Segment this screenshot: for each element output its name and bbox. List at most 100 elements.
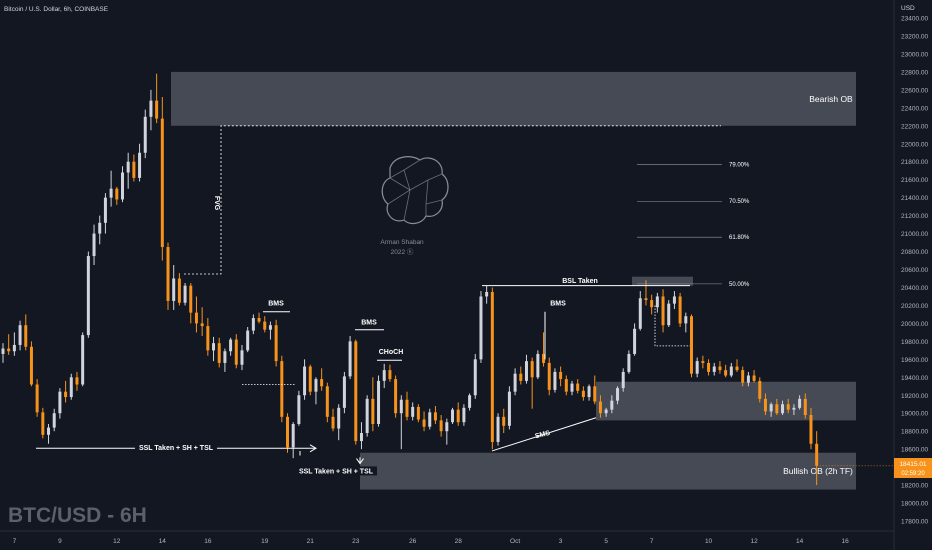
candle-body	[729, 366, 733, 376]
time-tick-label: 14	[159, 538, 167, 545]
time-tick-label: 16	[842, 538, 850, 545]
candle-body	[718, 366, 722, 371]
candle-body	[286, 416, 289, 448]
candle-body	[337, 407, 341, 429]
price-tick-label: 21000.00	[901, 231, 928, 238]
time-tick-label: Oct	[510, 538, 520, 545]
annotation-label: FVG	[213, 196, 220, 211]
candle-body	[303, 366, 307, 396]
candle-body	[206, 326, 210, 351]
candle-body	[280, 361, 284, 417]
candle-body	[553, 371, 557, 390]
candle-body	[325, 386, 329, 417]
price-tick-label: 18600.00	[901, 447, 928, 454]
annotation-label: BMS	[268, 300, 284, 307]
candle-body	[445, 422, 449, 432]
candle-body	[752, 375, 756, 381]
candle-body	[763, 398, 767, 412]
candle-body	[581, 390, 585, 398]
candle-body	[672, 296, 676, 304]
candle-body	[655, 296, 659, 308]
logo-name: Arman Shaban	[380, 239, 424, 246]
candle-body	[212, 343, 216, 351]
time-tick-label: 12	[113, 538, 121, 545]
candle-body	[297, 395, 301, 425]
candle-body	[644, 298, 648, 301]
annotation-label: SSL Taken + SH + TSL	[299, 468, 374, 475]
candle-body	[456, 409, 460, 423]
candle-body	[542, 353, 546, 363]
logo-year: 2022 ⓗ	[391, 248, 414, 256]
candle-body	[786, 404, 790, 410]
candle-body	[103, 197, 107, 223]
candle-body	[746, 375, 750, 383]
candle-body	[707, 362, 711, 372]
time-tick-label: 26	[409, 538, 417, 545]
price-marker-countdown: 02:59:20	[901, 471, 925, 477]
price-tick-label: 23000.00	[901, 51, 928, 58]
annotation-label-bg	[295, 466, 377, 476]
arrow-head-icon	[356, 458, 364, 465]
candle-body	[98, 222, 102, 234]
candle-body	[320, 379, 324, 387]
time-tick-label: 19	[261, 538, 269, 545]
drawing-lines	[36, 125, 894, 467]
candle-body	[371, 398, 375, 425]
candle-body	[593, 386, 597, 402]
candle-body	[274, 325, 278, 362]
price-tick-label: 21200.00	[901, 213, 928, 220]
candle-body	[382, 370, 386, 381]
annotations-layer: FVG BMS BMS CHoCH BSL Taken BMS SMS SSL Taken +…	[135, 196, 598, 476]
price-tick-label: 23400.00	[901, 16, 928, 23]
price-tick-label: 20600.00	[901, 267, 928, 274]
candle-body	[166, 247, 170, 301]
annotation-label: BSL Taken	[562, 278, 598, 285]
candle-body	[741, 370, 745, 383]
candle-body	[291, 424, 295, 448]
arrow-head-icon	[309, 444, 317, 453]
time-tick-label: 16	[204, 538, 212, 545]
candle-body	[388, 370, 392, 380]
candle-body	[18, 325, 22, 345]
fib-level-label: 79.00%	[729, 162, 750, 168]
logo: Arman Shaban 2022 ⓗ	[380, 156, 449, 256]
price-tick-label: 22200.00	[901, 123, 928, 130]
annotation-label: CHoCH	[379, 349, 404, 356]
zone-label: Bullish OB (2h TF)	[783, 466, 853, 476]
candle-body	[610, 400, 614, 410]
time-tick-label: 28	[455, 538, 463, 545]
brain-logo-icon	[381, 156, 449, 225]
candle-body	[234, 339, 238, 365]
zones-layer: Bearish OB Bullish OB (2h TF)	[171, 71, 856, 490]
price-tick-label: 20400.00	[901, 285, 928, 292]
candle-body	[724, 370, 728, 376]
time-tick-label: 3	[559, 538, 563, 545]
candle-body	[268, 325, 272, 330]
candle-body	[536, 353, 540, 378]
candle-body	[502, 416, 506, 426]
candle-body	[519, 373, 523, 381]
candle-body	[411, 406, 415, 417]
candle-body	[451, 409, 455, 423]
time-axis[interactable]: 7 9 12 14 16 19 21 23 26 28 Oct 3 5 7 10 12 14 16	[0, 530, 894, 545]
price-tick-label: 20000.00	[901, 321, 928, 328]
candle-body	[7, 348, 11, 352]
candle-body	[120, 172, 124, 200]
annotation-label: SSL Taken + SH + TSL	[139, 445, 214, 452]
time-tick-label: 7	[13, 538, 17, 545]
candle-body	[115, 188, 119, 200]
candle-body	[64, 391, 68, 398]
price-marker-value: 18415.01	[899, 461, 926, 468]
candle-body	[223, 351, 227, 363]
candle-body	[627, 353, 631, 372]
candle-body	[86, 256, 90, 336]
price-tick-label: 22400.00	[901, 105, 928, 112]
currency-label: USD	[901, 5, 915, 12]
fib-layer: 79.00% 70.50% 61.80% 50.00%	[637, 162, 750, 288]
price-tick-label: 19200.00	[901, 393, 928, 400]
candle-body	[183, 285, 187, 303]
price-tick-label: 22600.00	[901, 87, 928, 94]
candle-body	[701, 361, 705, 363]
